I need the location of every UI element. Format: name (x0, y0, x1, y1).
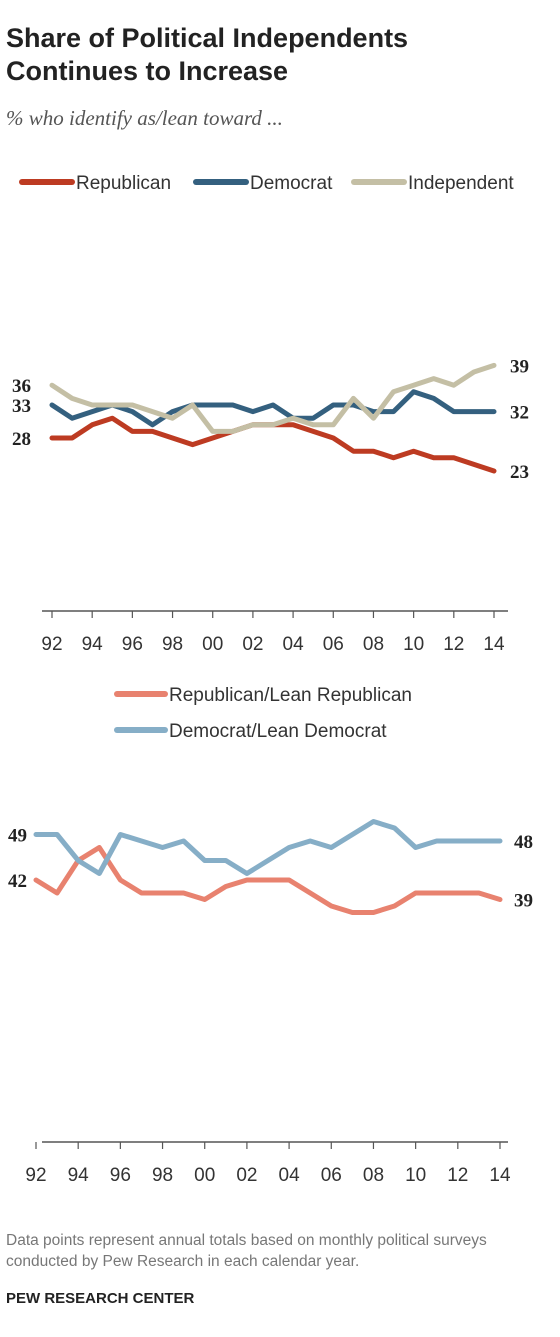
legend-label-independent: Independent (408, 173, 514, 194)
x-tick-label-10: 10 (405, 1165, 426, 1186)
x-tick-label-08: 08 (363, 1165, 384, 1186)
x-tick-label-06: 06 (323, 634, 344, 655)
chart-subtitle: % who identify as/lean toward ... (6, 106, 283, 130)
x-tick-label-98: 98 (162, 634, 183, 655)
legend-label-lean_republican: Republican/Lean Republican (169, 685, 412, 706)
legend-label-lean_democrat: Democrat/Lean Democrat (169, 721, 387, 742)
legend-item-democrat: Democrat (193, 173, 333, 194)
x-tick-label-96: 96 (110, 1165, 131, 1186)
footnote: Data points represent annual totals base… (6, 1232, 487, 1270)
series-line-democrat (49, 389, 497, 428)
x-tick-label-12: 12 (447, 1165, 468, 1186)
end-label-lean_democrat: 48 (514, 832, 533, 853)
x-tick-label-02: 02 (236, 1165, 257, 1186)
x-tick-label-98: 98 (152, 1165, 173, 1186)
x-tick-label-06: 06 (321, 1165, 342, 1186)
series-line-lean_democrat (33, 819, 503, 876)
x-tick-label-94: 94 (82, 634, 104, 655)
x-tick-label-92: 92 (41, 634, 62, 655)
legend-item-lean_democrat: Democrat/Lean Democrat (114, 721, 387, 742)
start-label-republican: 28 (12, 429, 31, 450)
party-id-chart: Republican Democrat Independent 92 94 96 98 00 0… (12, 173, 529, 655)
legend-label-republican: Republican (76, 173, 171, 194)
start-label-lean_republican: 42 (8, 871, 27, 892)
x-tick-label-14: 14 (483, 634, 505, 655)
series-line-lean_republican (33, 845, 503, 915)
x-tick-label-04: 04 (279, 1165, 301, 1186)
start-label-independent: 36 (12, 376, 31, 397)
x-tick-label-94: 94 (68, 1165, 90, 1186)
x-tick-label-02: 02 (242, 634, 263, 655)
source-label: PEW RESEARCH CENTER (6, 1290, 195, 1307)
leaned-party-chart: Republican/Lean Republican Democrat/Lean … (8, 685, 533, 1186)
end-label-independent: 39 (510, 356, 529, 377)
x-tick-label-00: 00 (202, 634, 223, 655)
series-line-independent (49, 362, 497, 434)
x-tick-label-96: 96 (122, 634, 143, 655)
end-label-lean_republican: 39 (514, 891, 533, 912)
chart-title: Share of Political Independents Continue… (6, 23, 409, 86)
start-label-democrat: 33 (12, 396, 31, 417)
legend-label-democrat: Democrat (250, 173, 333, 194)
legend-item-independent: Independent (351, 173, 514, 194)
legend-item-republican: Republican (19, 173, 171, 194)
end-label-democrat: 32 (510, 403, 529, 424)
x-tick-label-08: 08 (363, 634, 384, 655)
x-tick-label-10: 10 (403, 634, 424, 655)
x-tick-label-14: 14 (489, 1165, 511, 1186)
start-label-lean_democrat: 49 (8, 826, 27, 847)
x-tick-label-92: 92 (25, 1165, 46, 1186)
x-tick-label-04: 04 (283, 634, 305, 655)
legend-item-lean_republican: Republican/Lean Republican (114, 685, 412, 706)
x-tick-label-12: 12 (443, 634, 464, 655)
x-tick-label-00: 00 (194, 1165, 215, 1186)
end-label-republican: 23 (510, 462, 529, 483)
